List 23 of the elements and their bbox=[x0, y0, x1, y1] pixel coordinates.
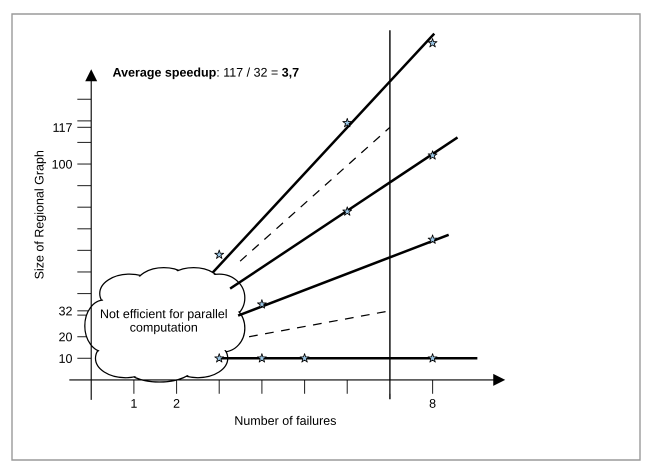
annotation: Average speedup: 117 / 32 = 3,7 bbox=[112, 68, 299, 80]
point bbox=[214, 250, 224, 259]
point bbox=[428, 353, 438, 362]
annotation: Not efficient for parallel computation bbox=[100, 309, 227, 334]
y-axis-title: Size of Regional Graph bbox=[34, 150, 46, 279]
y-tick-label: 32 bbox=[59, 306, 72, 316]
y-tick-label: 10 bbox=[60, 354, 72, 363]
y-tick-label: 100 bbox=[52, 160, 72, 169]
point bbox=[428, 234, 438, 244]
x-tick-label: 2 bbox=[174, 398, 180, 408]
point bbox=[257, 299, 267, 309]
y-tick-label: 20 bbox=[59, 332, 72, 342]
point bbox=[214, 353, 224, 362]
point bbox=[342, 118, 352, 128]
y-tick-label: 117 bbox=[53, 123, 72, 132]
point bbox=[428, 38, 438, 48]
x-tick-label: 8 bbox=[430, 398, 436, 408]
point bbox=[257, 353, 267, 362]
point bbox=[300, 353, 310, 362]
x-axis-title: Number of failures bbox=[235, 416, 336, 426]
x-tick-label: 1 bbox=[131, 399, 137, 408]
point bbox=[342, 206, 352, 216]
point bbox=[428, 150, 438, 160]
